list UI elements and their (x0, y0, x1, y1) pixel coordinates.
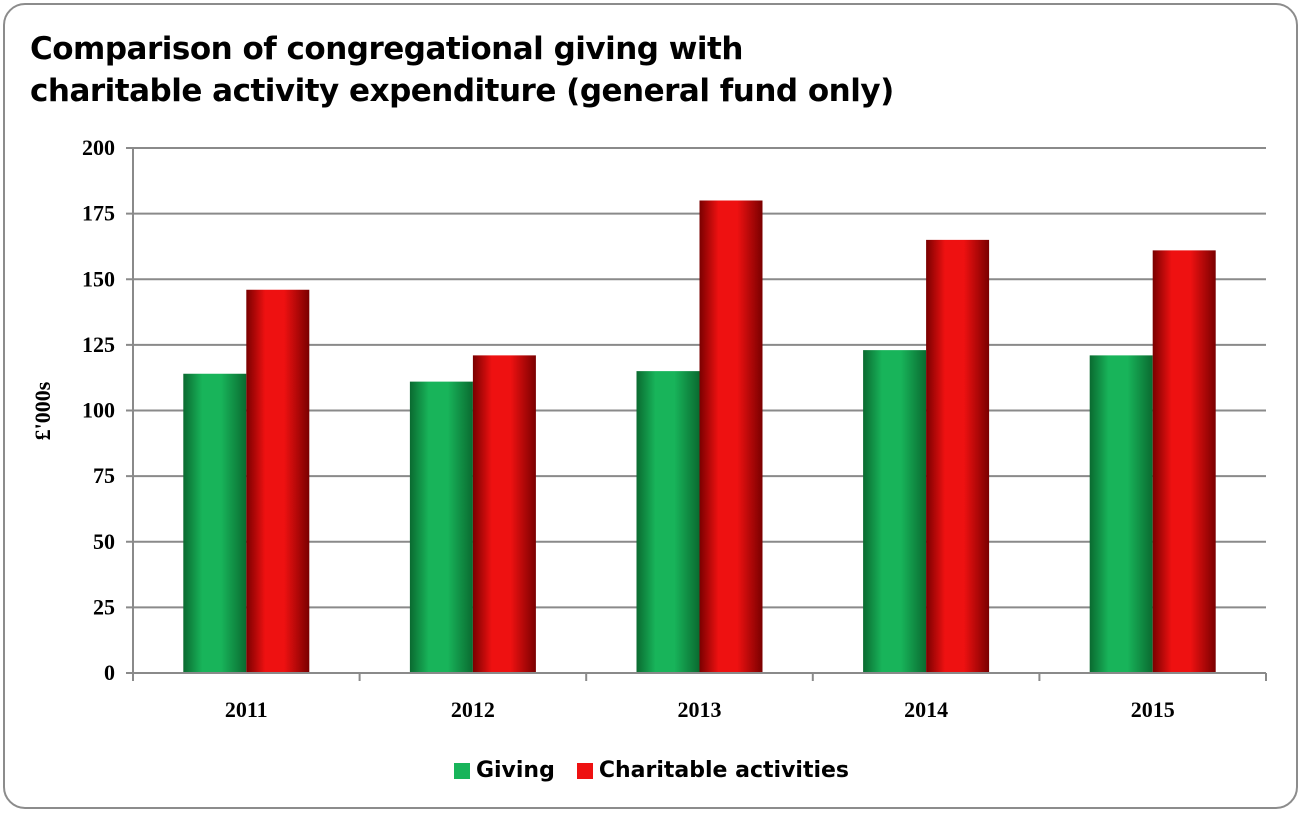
bar-giving-2013 (636, 371, 700, 673)
y-tick-label-50: 50 (93, 529, 115, 554)
x-tick-label-2011: 2011 (225, 697, 268, 722)
y-tick-label-150: 150 (82, 266, 115, 291)
chart-title-line-1: Comparison of congregational giving with (30, 31, 743, 67)
bar-charitable-activities-2014 (926, 239, 990, 673)
y-tick-label-175: 175 (82, 201, 115, 226)
legend-label-giving: Giving (475, 758, 555, 783)
tick-labels: 0 25 50 75 100 125 150 175 200 2011 2012 2013 2014 20… (82, 135, 1175, 722)
legend-swatch-giving (453, 762, 470, 779)
bars (183, 200, 1216, 673)
y-tick-label-0: 0 (104, 660, 115, 685)
legend-item-giving: Giving (453, 758, 555, 783)
bar-charitable-activities-2015 (1152, 250, 1216, 673)
bar-giving-2012 (409, 381, 473, 673)
bar-giving-2014 (863, 350, 927, 673)
bar-charitable-activities-2012 (472, 355, 536, 673)
y-tick-label-75: 75 (93, 463, 115, 488)
bar-giving-2015 (1089, 355, 1153, 673)
bar-charitable-activities-2013 (699, 200, 763, 673)
y-tick-label-100: 100 (82, 398, 115, 423)
x-tick-label-2015: 2015 (1131, 697, 1175, 722)
y-tick-label-200: 200 (82, 135, 115, 160)
x-tick-label-2012: 2012 (451, 697, 495, 722)
axes (132, 148, 1267, 681)
legend-label-charitable-activities: Charitable activities (598, 758, 850, 783)
legend: Giving Charitable activities (0, 758, 1303, 783)
y-axis-title: £'000s (30, 381, 55, 440)
chart-title-line-2: charitable activity expenditure (general… (30, 73, 894, 109)
y-tick-label-25: 25 (93, 594, 115, 619)
chart-title: Comparison of congregational giving with… (30, 28, 1030, 112)
bar-giving-2011 (183, 373, 247, 673)
legend-swatch-charitable-activities (576, 762, 593, 779)
x-tick-label-2014: 2014 (904, 697, 948, 722)
x-tick-label-2013: 2013 (678, 697, 722, 722)
bar-charitable-activities-2011 (246, 289, 310, 673)
y-tick-label-125: 125 (82, 332, 115, 357)
legend-item-charitable-activities: Charitable activities (576, 758, 850, 783)
